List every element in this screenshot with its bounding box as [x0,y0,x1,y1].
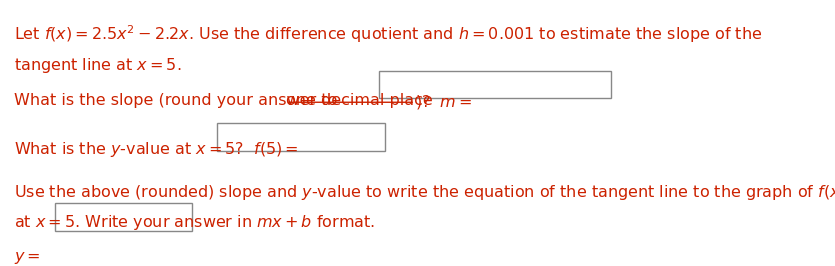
Bar [55,203,192,231]
Text: tangent line at $x = 5$.: tangent line at $x = 5$. [14,56,181,75]
Text: What is the slope (round your answer to: What is the slope (round your answer to [14,93,342,109]
Bar [379,71,610,98]
Text: Use the above (rounded) slope and $y$-value to write the equation of the tangent: Use the above (rounded) slope and $y$-va… [14,183,835,202]
Text: $y =$: $y =$ [14,250,46,266]
Text: Let $f(x) = 2.5x^2 - 2.2x$. Use the difference quotient and $h = 0.001$ to estim: Let $f(x) = 2.5x^2 - 2.2x$. Use the diff… [14,23,762,45]
Bar [217,123,385,151]
Text: What is the $y$-value at $x = 5$?  $f(5) =$: What is the $y$-value at $x = 5$? $f(5) … [14,140,303,159]
Text: one decimal place: one decimal place [286,93,433,109]
Text: )?  $m =$: )? $m =$ [415,93,478,111]
Text: at $x = 5$. Write your answer in $mx + b$ format.: at $x = 5$. Write your answer in $mx + b… [14,213,376,232]
